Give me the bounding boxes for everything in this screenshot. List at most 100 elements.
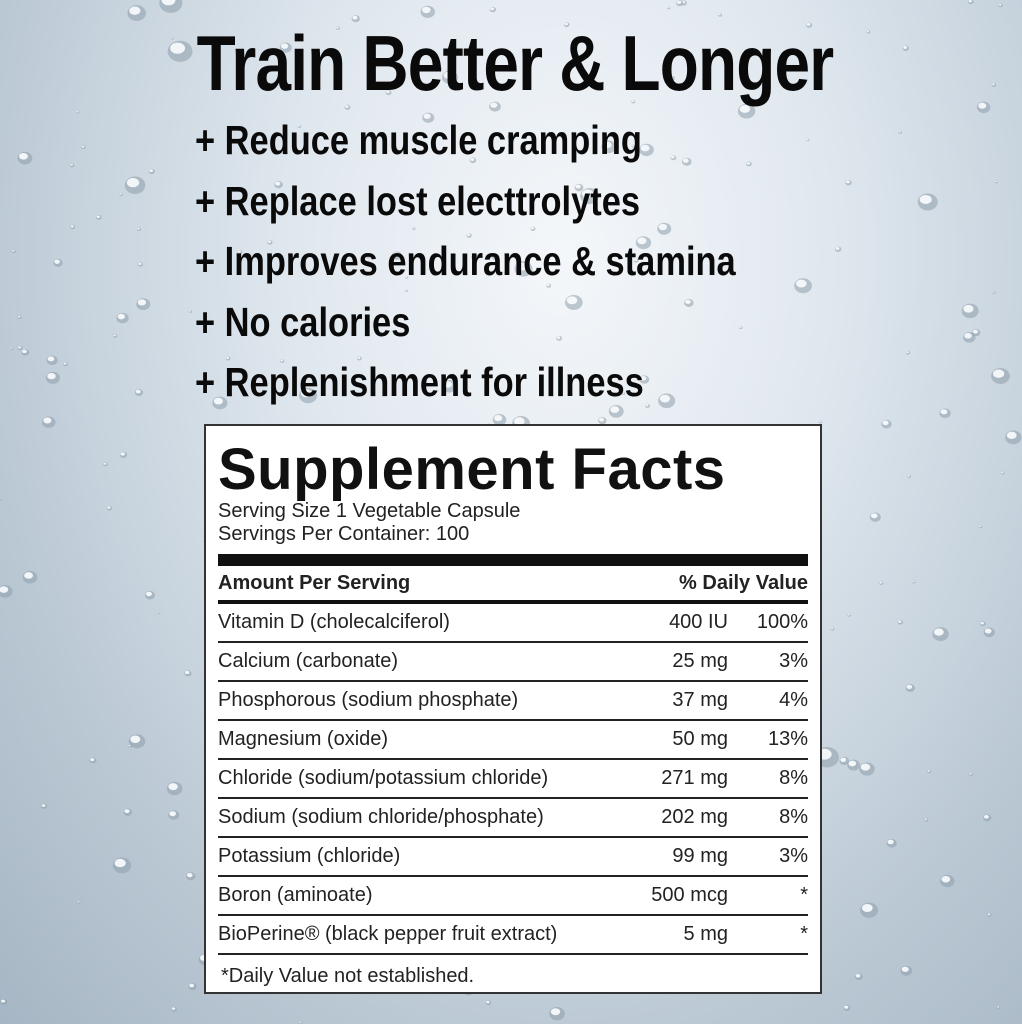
- drop: [991, 368, 1010, 384]
- drop: [138, 262, 144, 267]
- drop: [969, 772, 973, 776]
- drop: [507, 133, 516, 141]
- drop: [924, 818, 929, 822]
- drop: [17, 315, 22, 319]
- drop: [847, 613, 851, 617]
- nutrient-dv: 8%: [779, 767, 808, 789]
- drop: [668, 75, 675, 81]
- drop: [0, 497, 2, 501]
- drop: [667, 6, 671, 10]
- drop: [794, 278, 812, 294]
- drop: [134, 389, 144, 397]
- drop: [119, 451, 128, 459]
- servings-per-container: Servings Per Container: 100: [218, 523, 470, 545]
- drop: [137, 227, 141, 231]
- drop: [501, 50, 509, 56]
- drop: [159, 0, 183, 13]
- drop: [11, 249, 16, 253]
- drop: [53, 258, 63, 267]
- drop: [124, 176, 146, 195]
- drop: [491, 253, 500, 261]
- drop: [968, 0, 974, 5]
- drop: [297, 125, 302, 129]
- drop: [657, 222, 672, 235]
- nutrient-name: Magnesium (oxide): [218, 728, 389, 750]
- drop: [996, 1005, 1001, 1009]
- drop: [357, 356, 362, 361]
- nutrient-amount: 25 mg: [672, 650, 728, 672]
- drop: [469, 157, 477, 164]
- nutrient-name: Vitamin D (cholecalciferol): [218, 611, 450, 633]
- drop: [1005, 430, 1022, 445]
- nutrient-name: BioPerine® (black pepper fruit extract): [218, 923, 558, 945]
- drop: [631, 144, 635, 148]
- drop: [21, 349, 30, 356]
- benefit-item: + No calories: [195, 298, 411, 345]
- drop: [739, 326, 743, 330]
- drop: [45, 371, 60, 384]
- nutrient-dv: 8%: [779, 806, 808, 828]
- drop: [422, 112, 435, 123]
- drop: [471, 254, 480, 261]
- drop: [335, 26, 340, 30]
- drop: [76, 110, 80, 114]
- drop: [991, 83, 997, 87]
- drop: [17, 346, 23, 351]
- nutrient-dv: 3%: [779, 845, 808, 867]
- facts-title: Supplement Facts: [218, 437, 726, 502]
- table-row: Potassium (chloride) 99 mg 3%: [218, 838, 808, 877]
- drop: [898, 130, 903, 134]
- drop: [112, 857, 132, 874]
- table-row: BioPerine® (black pepper fruit extract) 5…: [218, 916, 808, 955]
- nutrient-name: Sodium (sodium chloride/phosphate): [218, 806, 544, 828]
- drop: [580, 188, 599, 205]
- drop: [805, 22, 813, 28]
- drop: [563, 22, 570, 28]
- drop: [869, 512, 881, 522]
- drop: [344, 104, 351, 110]
- drop: [998, 3, 1003, 8]
- drop: [939, 408, 951, 419]
- drop: [22, 571, 38, 584]
- drop: [10, 346, 14, 350]
- drop: [639, 143, 654, 157]
- drop: [46, 355, 58, 365]
- table-row: Magnesium (oxide) 50 mg 13%: [218, 721, 808, 760]
- drop: [41, 416, 56, 428]
- drop: [41, 803, 47, 809]
- drop: [366, 254, 371, 259]
- drop: [818, 420, 822, 424]
- drop: [839, 756, 850, 766]
- drop: [854, 973, 863, 981]
- nutrient-dv: *: [800, 923, 808, 945]
- benefit-item: + Reduce muscle cramping: [195, 117, 642, 163]
- drop: [127, 5, 146, 21]
- drop: [1000, 471, 1005, 475]
- drop: [676, 0, 684, 7]
- drop: [963, 332, 976, 343]
- drop: [737, 103, 756, 119]
- amount-header: Amount Per Serving: [218, 571, 411, 594]
- dv-header: % Daily Value: [679, 571, 808, 594]
- drop: [81, 145, 86, 150]
- table-row: Chloride (sodium/potassium chloride) 271 …: [218, 760, 808, 799]
- table-header: Amount Per Serving % Daily Value: [218, 566, 808, 604]
- drop: [106, 506, 113, 511]
- drop: [859, 762, 875, 776]
- drop: [645, 403, 650, 408]
- drop: [77, 900, 81, 904]
- benefit-item: + Replenishment for illness: [195, 359, 644, 405]
- drop: [123, 808, 133, 816]
- drop: [886, 838, 897, 848]
- drop: [119, 193, 123, 197]
- nutrient-name: Potassium (chloride): [218, 845, 401, 867]
- nutrient-amount: 5 mg: [683, 923, 728, 945]
- drop: [746, 161, 752, 167]
- drop: [441, 70, 458, 85]
- drop: [267, 240, 273, 245]
- table-row: Phosphorous (sodium phosphate) 37 mg 4%: [218, 682, 808, 721]
- drop: [63, 362, 68, 367]
- drop: [299, 387, 318, 404]
- nutrient-amount: 99 mg: [672, 845, 728, 867]
- drop: [128, 734, 146, 749]
